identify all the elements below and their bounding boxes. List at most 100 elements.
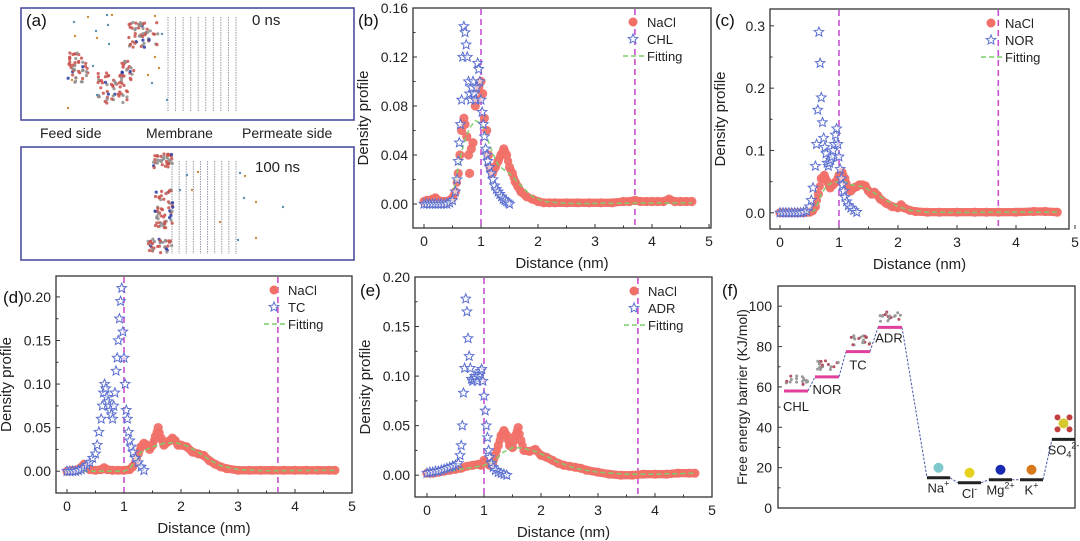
ion-particle: [146, 73, 150, 77]
molecule-atom: [79, 80, 83, 84]
molecule-structure-icon: [816, 359, 840, 371]
y-tick-label: 60: [756, 379, 772, 395]
time-label-0ns: 0 ns: [252, 12, 280, 29]
molecule-atom: [818, 368, 822, 371]
molecule-atom: [141, 38, 145, 42]
tc-point: [110, 364, 123, 377]
panel-letter: (c): [715, 11, 735, 30]
nor-point: [836, 178, 849, 190]
level-label: Na+: [928, 479, 950, 496]
tc-point: [113, 312, 126, 324]
x-axis-label: Distance (nm): [517, 524, 610, 541]
nor-point: [815, 91, 828, 103]
x-tick-label: 2: [537, 502, 545, 518]
nor-point: [816, 116, 829, 128]
tc-point: [91, 438, 104, 451]
fitting-line: [67, 441, 335, 472]
x-axis-label: Distance (nm): [157, 520, 250, 537]
molecule-atom: [878, 314, 882, 318]
tc-point: [92, 425, 105, 438]
molecule-atom: [106, 74, 110, 78]
level-label: Mg2+: [986, 481, 1014, 498]
adr-point: [480, 419, 493, 431]
energy-level-k: K+: [1020, 464, 1043, 498]
series-nacl: [422, 423, 700, 480]
tc-point: [89, 447, 102, 459]
level-label-main: Na: [928, 481, 945, 496]
molecule-atom: [849, 335, 853, 339]
y-tick-label: 0.00: [24, 463, 51, 479]
molecule-atom: [166, 165, 170, 169]
molecule-atom: [131, 20, 135, 25]
molecule-atom: [66, 76, 70, 80]
molecule-atom: [145, 27, 149, 31]
molecule-atom: [141, 26, 145, 30]
nacl-point: [455, 150, 465, 160]
molecule-atom: [168, 216, 172, 220]
ion-particle: [185, 173, 189, 177]
ion-sphere-icon: [995, 464, 1006, 475]
legend-fitting-label: Fitting: [288, 317, 323, 332]
nor-point: [803, 200, 816, 212]
molecule-atom: [137, 34, 141, 38]
legend-nacl-label: NaCl: [648, 284, 677, 299]
molecule-atom: [71, 67, 75, 71]
level-label-main: K: [1025, 483, 1034, 498]
ion-particle: [254, 236, 258, 240]
level-label-superscript: +: [1033, 481, 1038, 491]
legend-nacl-label: NaCl: [647, 15, 676, 30]
molecule-atom: [160, 189, 164, 193]
level-label-main: Mg: [986, 483, 1004, 498]
molecule-atom: [170, 209, 174, 213]
x-tick-label: 4: [1012, 234, 1020, 250]
nor-point: [805, 194, 818, 206]
nor-point: [835, 172, 848, 184]
ion-particle: [165, 98, 169, 102]
molecule-atom: [132, 69, 136, 73]
ion-particle: [196, 170, 200, 174]
molecule-atom: [123, 59, 127, 63]
y-tick-label: 0.15: [24, 332, 51, 348]
molecule-atom: [128, 69, 132, 74]
series-chl: [417, 20, 516, 210]
molecule-atom: [101, 91, 105, 95]
panel-letter: (e): [360, 281, 381, 300]
nacl-point: [687, 196, 697, 207]
chl-point: [457, 20, 470, 32]
energy-level-tc: TC: [846, 334, 872, 373]
adr-point: [483, 451, 496, 463]
molecule-atom: [162, 215, 166, 219]
molecule-atom: [120, 71, 124, 75]
chl-point: [453, 136, 466, 148]
energy-level-adr: ADR: [875, 310, 903, 345]
density-chart-d: 0 1 2 3 4 5 0.00 0.05 0.10 0.15 0.20 Distance (nm) D…: [0, 275, 356, 537]
tc-point: [95, 412, 108, 425]
tc-point: [108, 386, 121, 398]
molecule-atom: [898, 313, 902, 317]
density-chart-c: 0 1 2 3 4 5 0.0 0.1 0.2 0.3 Distance (nm) Density p…: [712, 8, 1079, 273]
nacl-point: [468, 138, 478, 148]
nacl-point: [513, 423, 523, 433]
level-label: K+: [1025, 481, 1039, 498]
molecule-atom: [169, 213, 173, 217]
y-tick-label: 0.10: [24, 376, 51, 392]
nacl-point: [330, 465, 340, 475]
molecule-atom: [84, 61, 88, 65]
molecule-atom: [832, 365, 836, 369]
molecule-atom: [171, 205, 175, 209]
chl-point: [446, 193, 459, 206]
legend-nacl-marker: [628, 17, 638, 27]
snapshot-frame-0ns: [20, 7, 355, 121]
x-tick-label: 1: [120, 498, 128, 514]
chl-point: [503, 197, 516, 210]
tc-point: [116, 325, 129, 337]
molecule-atom: [81, 68, 85, 72]
y-tick-label: 0.16: [381, 0, 408, 16]
molecule-atom: [105, 89, 109, 94]
ion-particle: [107, 42, 111, 46]
y-axis-label: Free energy barrier (KJ/mol): [734, 309, 750, 485]
molecule-atom: [852, 334, 856, 338]
molecule-atom: [119, 73, 123, 77]
y-axis-label: Density profile: [712, 71, 729, 166]
molecule-atom: [126, 59, 130, 63]
